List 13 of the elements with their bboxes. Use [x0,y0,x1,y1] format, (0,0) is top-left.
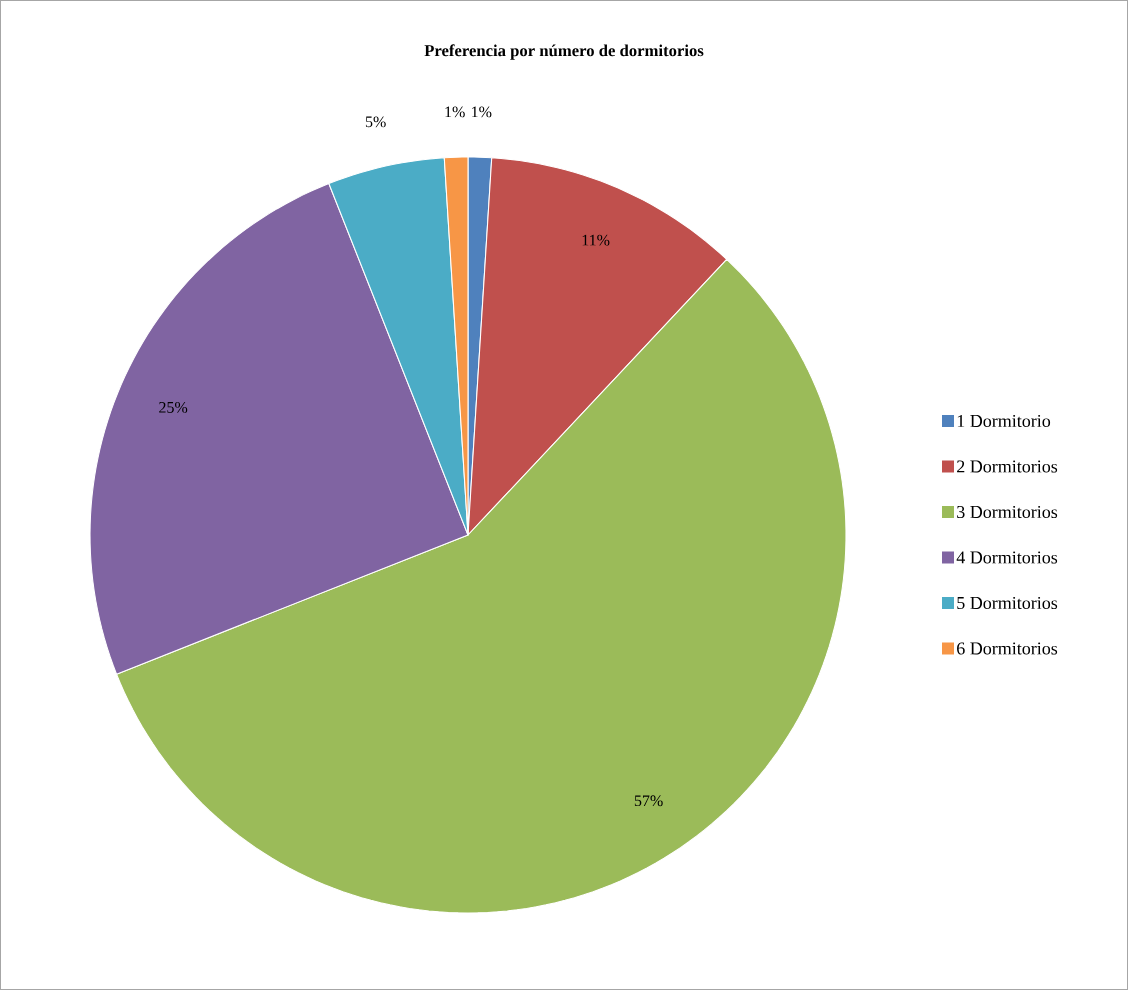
data-label: 11% [582,234,610,246]
chart-title: Preferencia por número de dormitorios [424,44,704,60]
legend-label: 5 Dormitorios [957,596,1058,610]
legend-label: 6 Dormitorios [957,642,1058,655]
legend-label: 3 Dormitorios [957,505,1058,519]
data-label: 25% [159,401,188,413]
legend-label: 2 Dormitorios [957,460,1058,473]
data-label: 5% [365,116,386,128]
legend-label: 1 Dormitorio [957,414,1051,428]
data-label: 1% [472,106,492,118]
data-label: 1% [445,106,465,118]
data-label: 57% [634,795,663,807]
legend-label: 4 Dormitorios [956,551,1058,564]
